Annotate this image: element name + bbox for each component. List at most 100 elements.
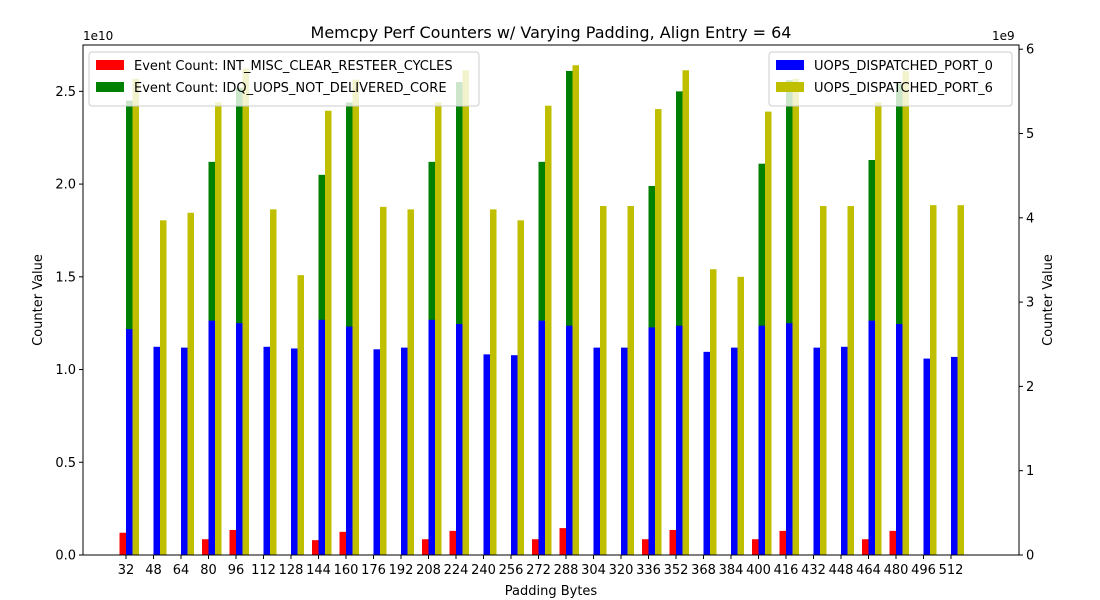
right-tick-label-2: 2 (1026, 380, 1034, 395)
x-tick-label-32: 32 (118, 563, 135, 578)
bar-series-0-288 (559, 528, 566, 555)
x-tick-label-320: 320 (609, 563, 634, 578)
legend-left-swatch-1 (96, 82, 124, 92)
x-tick-label-288: 288 (554, 563, 579, 578)
bar-series-3-368 (710, 269, 717, 555)
legend-left-swatch-0 (96, 60, 124, 70)
legend-left: Event Count: INT_MISC_CLEAR_RESTEER_CYCL… (88, 51, 480, 107)
x-tick-label-272: 272 (526, 563, 551, 578)
x-tick-label-176: 176 (361, 563, 386, 578)
bar-series-0-144 (312, 540, 319, 555)
bar-series-2-64 (181, 347, 188, 555)
bar-series-3-256 (517, 220, 524, 555)
bar-series-1-288 (566, 70, 573, 556)
bar-series-0-336 (642, 539, 649, 555)
bar-series-0-224 (449, 530, 456, 555)
bar-series-3-384 (737, 276, 744, 555)
bar-series-0-400 (752, 539, 759, 555)
left-axis-multiplier: 1e10 (83, 29, 113, 43)
bar-series-3-512 (957, 205, 964, 556)
bar-series-3-48 (160, 220, 167, 555)
bar-series-2-96 (236, 323, 243, 555)
right-tick-label-3: 3 (1026, 296, 1034, 311)
bar-series-2-448 (841, 346, 848, 555)
x-tick-label-448: 448 (829, 563, 854, 578)
bar-series-2-480 (896, 324, 903, 555)
bar-series-1-96 (236, 87, 243, 556)
left-tick-label-0: 0.0 (55, 549, 76, 564)
x-tick-label-368: 368 (691, 563, 716, 578)
x-tick-label-160: 160 (334, 563, 359, 578)
left-tick-label-4: 2.0 (55, 178, 76, 193)
bar-series-0-208 (422, 539, 429, 555)
bar-series-2-192 (401, 347, 408, 555)
plot-frame (82, 44, 1020, 556)
x-axis-label: Padding Bytes (505, 584, 598, 599)
bar-series-1-480 (896, 83, 903, 555)
bar-series-2-496 (923, 358, 930, 555)
bar-series-0-416 (779, 530, 786, 555)
bar-series-3-480 (902, 71, 909, 555)
bar-series-3-448 (847, 206, 854, 555)
bar-series-3-352 (682, 70, 689, 555)
bar-series-2-336 (648, 327, 655, 555)
bar-series-2-272 (538, 320, 545, 555)
bar-series-2-512 (951, 356, 958, 555)
x-tick-label-464: 464 (856, 563, 881, 578)
x-tick-label-112: 112 (251, 563, 276, 578)
left-axis-ticks: 0.0 0.5 1.0 1.5 2.0 2.5 (55, 85, 83, 564)
x-tick-label-256: 256 (499, 563, 524, 578)
x-axis-ticks: 32 48 64 80 96 112 128 144 160 176 192 208 224 240 256… (118, 555, 964, 578)
x-tick-label-144: 144 (306, 563, 331, 578)
left-tick-label-1: 0.5 (55, 456, 76, 471)
bar-series-2-464 (868, 320, 875, 555)
right-axis-ticks: 0 1 2 3 4 5 6 (1019, 43, 1034, 564)
legend-right-label-2: UOPS_DISPATCHED_PORT_0 (814, 59, 993, 74)
bar-series-2-160 (346, 326, 353, 555)
legend-right: UOPS_DISPATCHED_PORT_0 UOPS_DISPATCHED_PO… (768, 51, 1013, 107)
bar-series-1-32 (126, 100, 133, 555)
bar-series-3-96 (242, 68, 249, 555)
legend-left-box (88, 51, 480, 107)
left-tick-label-5: 2.5 (55, 85, 76, 100)
x-tick-label-512: 512 (939, 563, 964, 578)
bar-series-0-32 (119, 532, 126, 555)
x-tick-label-496: 496 (911, 563, 936, 578)
bar-series-2-176 (373, 349, 380, 555)
bar-series-3-320 (627, 206, 634, 555)
bar-series-3-432 (820, 206, 827, 555)
bar-series-3-160 (352, 79, 359, 555)
bar-series-3-272 (545, 105, 552, 555)
bar-series-0-96 (229, 529, 236, 555)
bar-series-2-112 (263, 346, 270, 555)
bar-series-0-80 (202, 539, 209, 555)
x-tick-label-352: 352 (664, 563, 689, 578)
right-tick-label-1: 1 (1026, 464, 1034, 479)
bar-series-3-80 (215, 102, 222, 555)
bar-series-3-400 (765, 111, 772, 555)
x-tick-label-416: 416 (774, 563, 799, 578)
right-tick-label-4: 4 (1026, 211, 1034, 226)
bar-series-2-288 (566, 325, 573, 555)
bar-series-2-416 (786, 323, 793, 555)
x-tick-label-192: 192 (389, 563, 414, 578)
right-axis-multiplier: 1e9 (992, 29, 1015, 43)
left-axis-label: Counter Value (31, 254, 46, 346)
bar-series-2-128 (291, 348, 298, 555)
x-tick-label-80: 80 (200, 563, 217, 578)
bar-series-3-240 (490, 209, 497, 555)
bar-series-3-144 (325, 110, 332, 555)
left-tick-label-3: 1.5 (55, 270, 76, 285)
bar-series-3-288 (572, 65, 579, 555)
bar-series-2-144 (318, 319, 325, 555)
bar-series-3-464 (875, 102, 882, 555)
legend-left-label-1: Event Count: IDQ_UOPS_NOT_DELIVERED_CORE (134, 81, 447, 96)
bar-series-2-304 (593, 347, 600, 555)
bar-series-2-32 (126, 329, 133, 555)
x-tick-label-480: 480 (884, 563, 909, 578)
bar-series-3-112 (270, 209, 277, 555)
x-tick-label-224: 224 (444, 563, 469, 578)
bar-series-0-480 (889, 530, 896, 555)
bar-series-2-368 (703, 351, 710, 555)
right-tick-label-5: 5 (1026, 127, 1034, 142)
